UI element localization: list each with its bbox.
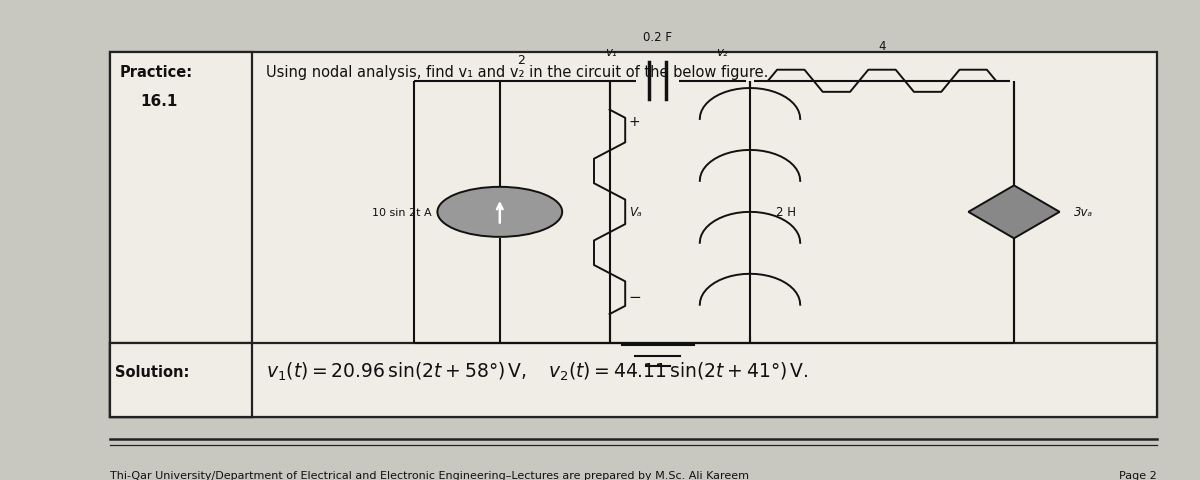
Text: 2 H: 2 H xyxy=(776,206,797,219)
Circle shape xyxy=(437,188,562,238)
Text: −: − xyxy=(629,290,642,305)
Text: Practice:: Practice: xyxy=(120,65,193,80)
Text: Thi-Qar University/Department of Electrical and Electronic Engineering–Lectures : Thi-Qar University/Department of Electri… xyxy=(110,470,749,480)
FancyBboxPatch shape xyxy=(110,343,1157,418)
Text: 3vₐ: 3vₐ xyxy=(1074,206,1093,219)
Text: 10 sin 2t A: 10 sin 2t A xyxy=(372,207,432,217)
Text: 0.2 F: 0.2 F xyxy=(643,31,672,44)
Text: v₂: v₂ xyxy=(716,46,728,59)
Polygon shape xyxy=(968,186,1060,239)
Text: $v_1(t) = 20.96\,\mathrm{sin}(2t + 58°)\,\mathrm{V},$   $v_2(t) = 44.11\,\mathrm: $v_1(t) = 20.96\,\mathrm{sin}(2t + 58°)\… xyxy=(266,360,809,383)
Text: 16.1: 16.1 xyxy=(140,94,178,108)
Text: Vₐ: Vₐ xyxy=(629,206,642,219)
Text: Page 2: Page 2 xyxy=(1120,470,1157,480)
FancyBboxPatch shape xyxy=(110,53,1157,418)
Text: Using nodal analysis, find v₁ and v₂ in the circuit of the below figure.: Using nodal analysis, find v₁ and v₂ in … xyxy=(266,65,769,80)
Text: +: + xyxy=(629,115,641,129)
FancyBboxPatch shape xyxy=(110,53,252,418)
FancyBboxPatch shape xyxy=(110,343,252,418)
Text: 4: 4 xyxy=(878,40,886,53)
Text: v₁: v₁ xyxy=(605,46,617,59)
Text: 2: 2 xyxy=(517,54,524,67)
Text: Solution:: Solution: xyxy=(115,364,190,379)
